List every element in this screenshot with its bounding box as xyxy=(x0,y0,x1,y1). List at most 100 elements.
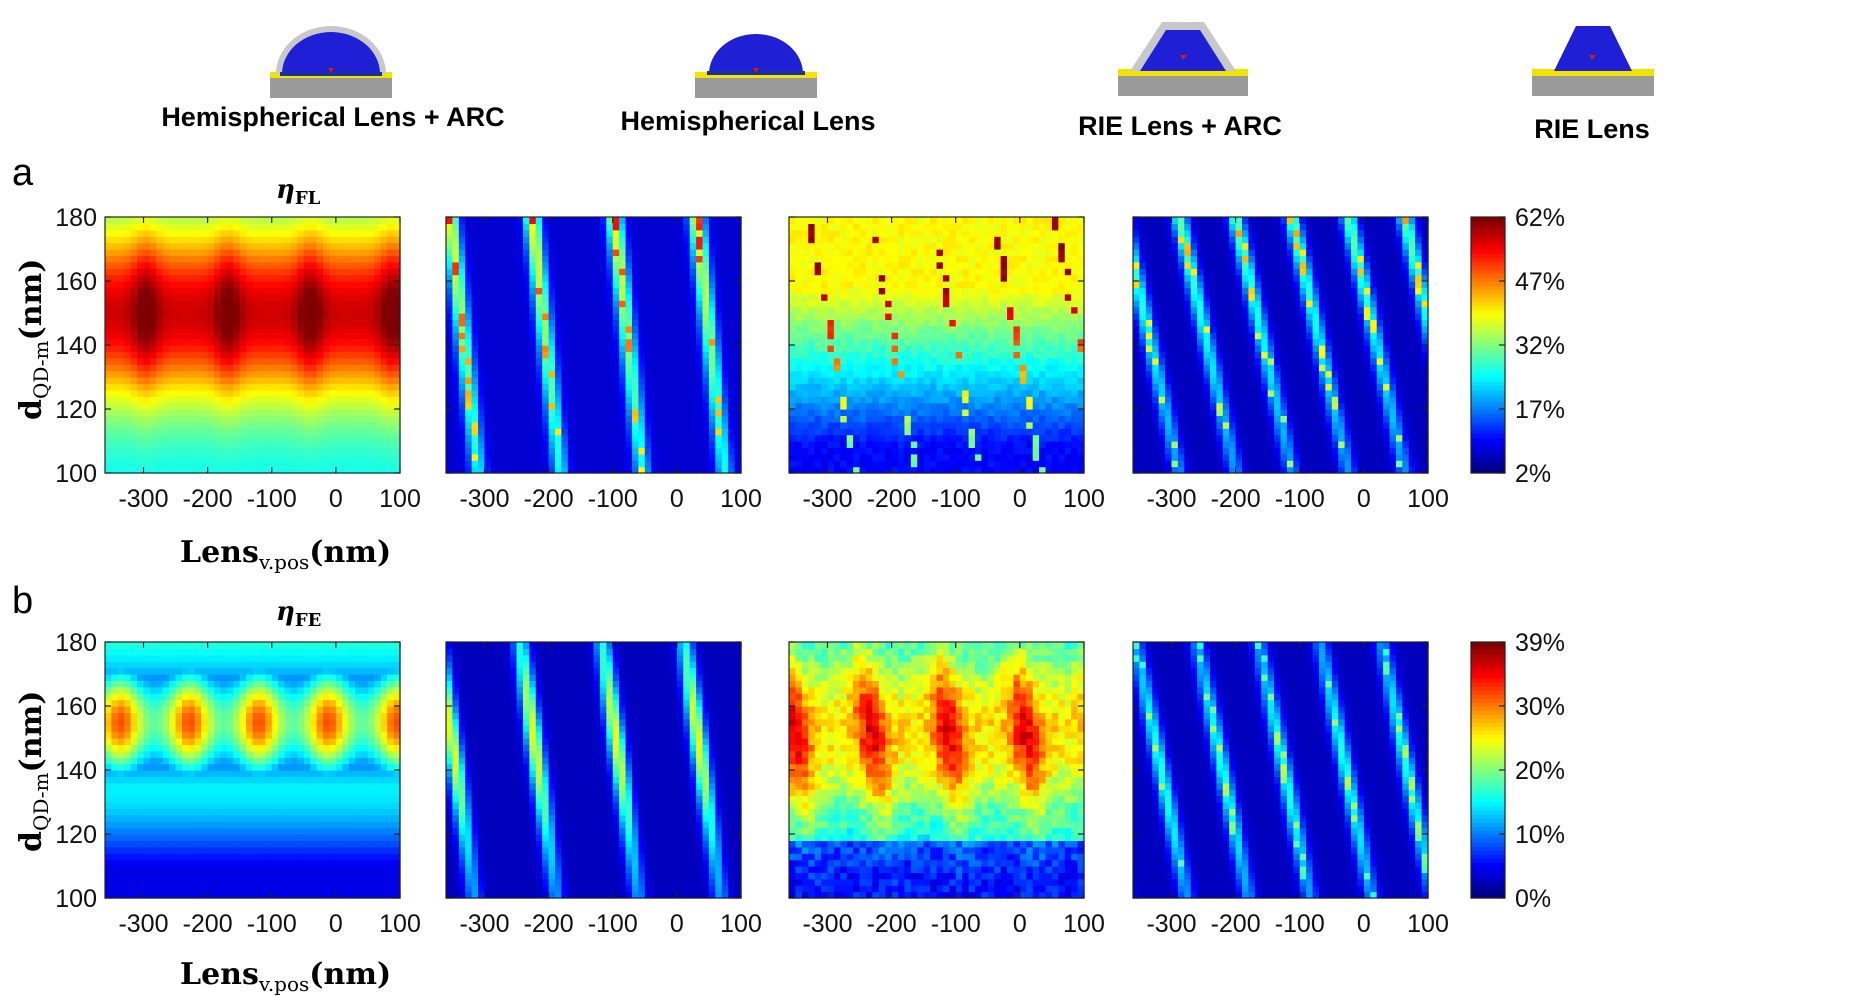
heatmap-cell xyxy=(272,339,279,346)
heatmap-cell xyxy=(317,313,324,320)
heatmap-cell xyxy=(504,294,511,301)
heatmap-cell xyxy=(176,454,183,461)
heatmap-cell xyxy=(594,403,601,410)
heatmap-cell xyxy=(613,268,620,275)
heatmap-cell xyxy=(176,383,183,390)
heatmap-cell xyxy=(163,223,170,230)
heatmap-cell xyxy=(188,351,195,358)
heatmap-cell xyxy=(310,358,317,365)
heatmap-cell xyxy=(504,236,511,243)
heatmap-cell xyxy=(815,345,822,352)
heatmap-cell xyxy=(105,383,112,390)
heatmap-cell xyxy=(446,415,453,422)
heatmap-cell xyxy=(904,326,911,333)
heatmap-cell xyxy=(847,415,854,422)
heatmap-cell xyxy=(484,313,491,320)
heatmap-cell xyxy=(510,415,517,422)
heatmap-cell xyxy=(131,441,138,448)
heatmap-cell xyxy=(497,243,504,250)
heatmap-cell xyxy=(452,447,459,454)
heatmap-cell xyxy=(574,364,581,371)
heatmap-cell xyxy=(246,281,253,288)
heatmap-cell xyxy=(387,390,394,397)
heatmap-cell xyxy=(459,294,466,301)
heatmap-cell xyxy=(969,390,976,397)
heatmap-cell xyxy=(690,243,697,250)
heatmap-cell xyxy=(981,339,988,346)
heatmap-cell xyxy=(555,403,562,410)
heatmap-cell xyxy=(658,236,665,243)
heatmap-cell xyxy=(937,223,944,230)
heatmap-cell xyxy=(658,326,665,333)
heatmap-cell xyxy=(879,396,886,403)
heatmap-cell xyxy=(143,390,150,397)
heatmap-cell xyxy=(510,319,517,326)
heatmap-cell xyxy=(542,326,549,333)
heatmap-cell xyxy=(956,441,963,448)
heatmap-cell xyxy=(722,236,729,243)
heatmap-cell xyxy=(253,319,260,326)
heatmap-cell xyxy=(368,275,375,282)
heatmap-cell xyxy=(374,287,381,294)
heatmap-cell xyxy=(574,294,581,301)
heatmap-cell xyxy=(304,243,311,250)
heatmap-cell xyxy=(317,287,324,294)
heatmap-cell xyxy=(259,447,266,454)
heatmap-cell xyxy=(523,307,530,314)
heatmap-cell xyxy=(860,281,867,288)
heatmap-cell xyxy=(195,415,202,422)
heatmap-cell xyxy=(574,390,581,397)
heatmap-cell xyxy=(220,332,227,339)
heatmap-cell xyxy=(478,339,485,346)
heatmap-cell xyxy=(827,281,834,288)
heatmap-cell xyxy=(949,428,956,435)
heatmap-cell xyxy=(542,275,549,282)
heatmap-cell xyxy=(246,415,253,422)
heatmap-cell xyxy=(670,460,677,467)
heatmap-cell xyxy=(497,236,504,243)
heatmap-cell xyxy=(517,358,524,365)
heatmap-cell xyxy=(517,262,524,269)
heatmap-cell xyxy=(658,390,665,397)
heatmap-cell xyxy=(853,339,860,346)
heatmap-cell xyxy=(872,243,879,250)
heatmap-cell xyxy=(930,268,937,275)
heatmap-cell xyxy=(638,332,645,339)
heatmap-cell xyxy=(658,454,665,461)
heatmap-cell xyxy=(677,249,684,256)
heatmap-cell xyxy=(549,390,556,397)
heatmap-cell xyxy=(834,454,841,461)
heatmap-cell xyxy=(866,339,873,346)
heatmap-cell xyxy=(446,358,453,365)
heatmap-cell xyxy=(272,281,279,288)
heatmap-cell xyxy=(664,422,671,429)
heatmap-cell xyxy=(529,390,536,397)
heatmap-cell xyxy=(201,435,208,442)
heatmap-cell xyxy=(866,287,873,294)
heatmap-cell xyxy=(124,281,131,288)
heatmap-cell xyxy=(182,281,189,288)
x-tick-label: -300 xyxy=(118,485,168,513)
heatmap-cell xyxy=(208,223,215,230)
heatmap-cell xyxy=(924,332,931,339)
heatmap-cell xyxy=(143,294,150,301)
heatmap-cell xyxy=(156,435,163,442)
heatmap-cell xyxy=(555,217,562,224)
heatmap-cell xyxy=(484,255,491,262)
heatmap-cell xyxy=(683,268,690,275)
heatmap-cell xyxy=(259,371,266,378)
heatmap-cell xyxy=(866,435,873,442)
heatmap-cell xyxy=(821,332,828,339)
heatmap-cell xyxy=(821,383,828,390)
heatmap-cell xyxy=(937,364,944,371)
heatmap-cell xyxy=(645,435,652,442)
heatmap-cell xyxy=(253,396,260,403)
heatmap-cell xyxy=(472,243,479,250)
heatmap-cell xyxy=(259,217,266,224)
heatmap-cell xyxy=(943,371,950,378)
heatmap-cell xyxy=(188,415,195,422)
heatmap-cell xyxy=(853,422,860,429)
heatmap-cell xyxy=(696,396,703,403)
heatmap-cell xyxy=(504,223,511,230)
heatmap-cell xyxy=(342,383,349,390)
